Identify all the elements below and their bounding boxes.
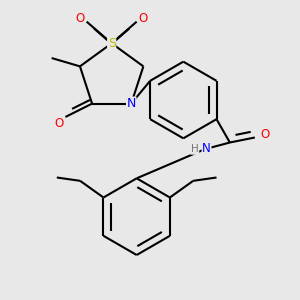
- Text: N: N: [202, 142, 211, 155]
- Text: S: S: [108, 37, 116, 50]
- Text: O: O: [260, 128, 269, 141]
- Text: O: O: [75, 12, 85, 25]
- Text: O: O: [54, 117, 63, 130]
- Text: O: O: [139, 12, 148, 25]
- Text: H: H: [191, 144, 199, 154]
- Text: N: N: [127, 97, 136, 110]
